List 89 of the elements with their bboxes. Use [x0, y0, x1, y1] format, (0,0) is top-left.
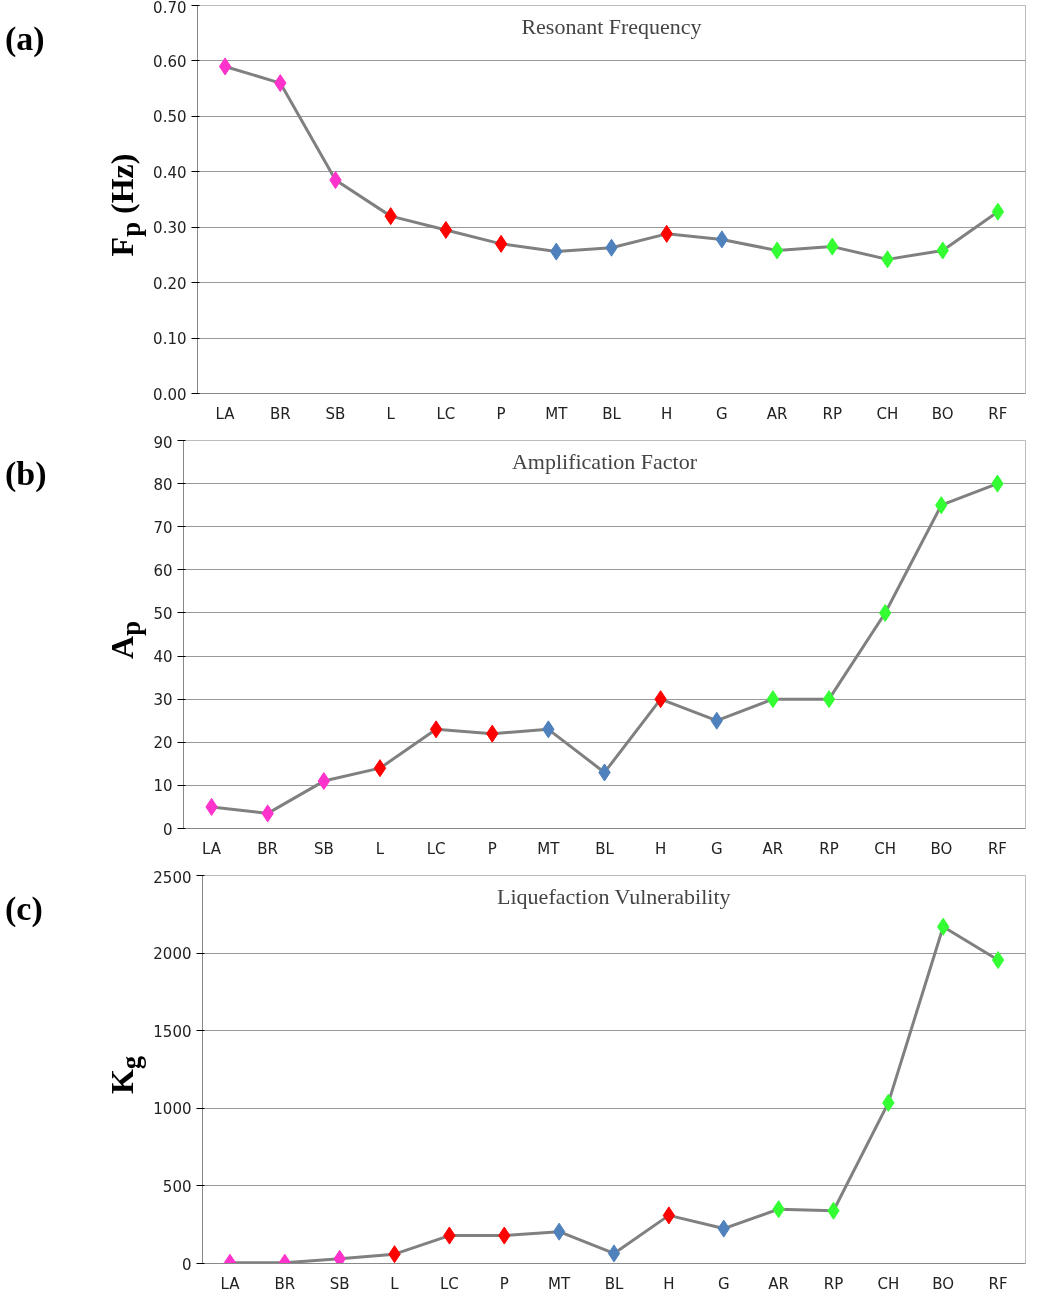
y-tick-label: 40: [153, 648, 173, 667]
x-tick-label: RP: [822, 404, 843, 423]
y-tick-label: 10: [153, 777, 173, 796]
x-tick-label: P: [487, 839, 497, 858]
point: [766, 690, 780, 709]
x-tick-label: BR: [274, 1274, 296, 1293]
x-tick-label: LC: [436, 404, 456, 423]
y-tick-label: 90: [153, 433, 173, 452]
x-tick-label: BL: [595, 839, 615, 858]
text: (a): [5, 19, 45, 59]
y-tick-label: 70: [153, 518, 173, 537]
x-tick-label: LA: [220, 1274, 241, 1293]
x-tick-label: L: [386, 404, 396, 423]
x-tick-label: AR: [762, 839, 784, 858]
chart-title: Amplification Factor: [511, 448, 698, 474]
text: (c): [5, 889, 43, 929]
point: [439, 220, 453, 239]
x-tick-label: BO: [932, 1274, 955, 1293]
x-tick-label: MT: [545, 404, 569, 423]
y-tick-label: 60: [153, 561, 173, 580]
x-tick-label: CH: [877, 1274, 900, 1293]
x-tick-label: SB: [325, 404, 346, 423]
x-tick-label: LA: [202, 839, 222, 858]
x-tick-label: G: [717, 1274, 730, 1293]
y-tick-label: 0: [181, 1255, 192, 1274]
x-tick-label: BL: [604, 1274, 624, 1293]
x-tick-label: G: [716, 404, 728, 423]
y-tick-label: 0.10: [153, 330, 187, 349]
x-tick-label: H: [654, 839, 667, 858]
x-tick-label: H: [661, 404, 673, 423]
point: [429, 720, 443, 739]
x-tick-label: BR: [269, 404, 291, 423]
point: [770, 241, 784, 260]
point: [662, 1206, 676, 1225]
y-tick-label: 50: [153, 604, 173, 623]
x-tick-label: RP: [823, 1274, 844, 1293]
y-tick-label: 0.60: [153, 52, 187, 71]
x-tick-label: P: [499, 1274, 509, 1293]
y-tick-label: 80: [153, 475, 173, 494]
x-tick-label: LA: [215, 404, 236, 423]
chart-title: Resonant Frequency: [521, 13, 702, 39]
x-tick-label: BR: [257, 839, 279, 858]
chart-title: Liquefaction Vulnerability: [497, 883, 731, 909]
point: [715, 230, 729, 249]
point: [373, 759, 387, 778]
y-tick-label: 0.30: [153, 219, 187, 238]
point: [494, 234, 508, 253]
x-tick-label: RF: [987, 839, 1007, 858]
y-tick-label: 30: [153, 691, 173, 710]
x-tick-label: AR: [768, 1274, 789, 1293]
x-tick-label: CH: [874, 839, 897, 858]
x-tick-label: H: [663, 1274, 675, 1293]
y-tick-label: 0.00: [153, 385, 187, 404]
x-tick-label: BO: [931, 404, 954, 423]
y-tick-label: 0.70: [153, 0, 187, 17]
x-tick-label: BL: [602, 404, 622, 423]
x-tick-label: RP: [819, 839, 839, 858]
y-tick-label: 500: [162, 1177, 192, 1196]
x-tick-label: SB: [313, 839, 334, 858]
y-tick-label: 0: [162, 820, 173, 839]
point: [822, 690, 836, 709]
x-tick-label: P: [496, 404, 506, 423]
y-tick-label: 2000: [153, 945, 192, 964]
x-tick-label: L: [390, 1274, 400, 1293]
y-tick-label: 0.40: [153, 163, 187, 182]
x-tick-label: CH: [876, 404, 899, 423]
x-tick-label: MT: [537, 839, 561, 858]
x-tick-label: MT: [548, 1274, 572, 1293]
point: [607, 1244, 621, 1263]
x-tick-label: G: [710, 839, 723, 858]
y-tick-label: 2500: [153, 868, 192, 887]
y-tick-label: 1000: [153, 1100, 192, 1119]
x-tick-label: LC: [426, 839, 446, 858]
y-tick-label: 1500: [153, 1022, 192, 1041]
text: (b): [5, 454, 47, 494]
y-tick-label: 0.20: [153, 274, 187, 293]
x-tick-label: AR: [766, 404, 788, 423]
y-tick-label: 0.50: [153, 108, 187, 127]
point: [991, 202, 1005, 221]
x-tick-label: LC: [439, 1274, 459, 1293]
x-tick-label: RF: [988, 404, 1008, 423]
point: [991, 951, 1005, 970]
x-tick-label: SB: [329, 1274, 350, 1293]
y-tick-label: 20: [153, 734, 173, 753]
point: [218, 57, 232, 76]
x-tick-label: L: [375, 839, 385, 858]
x-tick-label: RF: [988, 1274, 1008, 1293]
x-tick-label: BO: [930, 839, 953, 858]
point: [552, 1222, 566, 1241]
